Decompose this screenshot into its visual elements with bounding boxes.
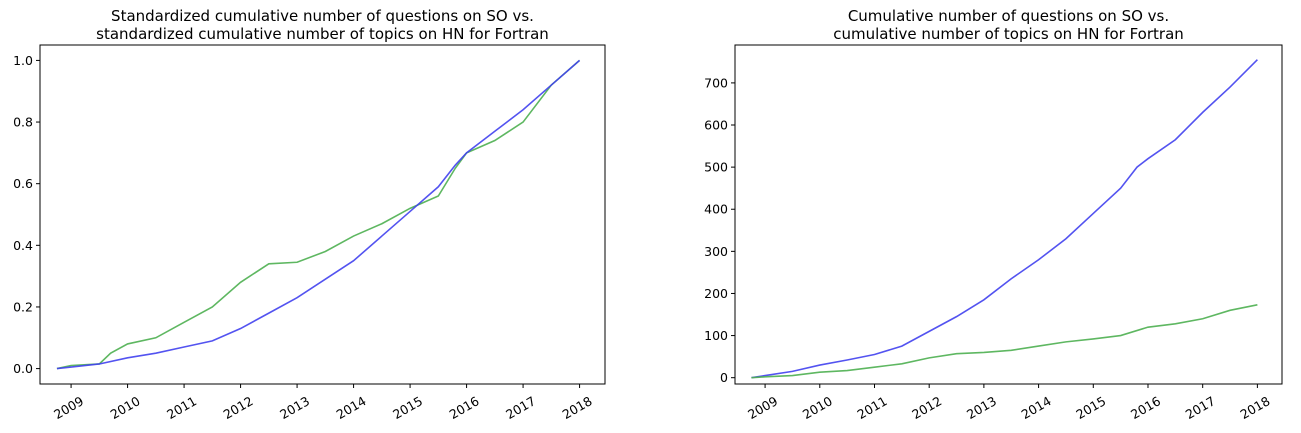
x-tick-label: 2010 — [108, 393, 143, 422]
x-tick-label: 2016 — [447, 393, 482, 422]
y-tick-label: 200 — [704, 286, 728, 301]
x-tick-label: 2018 — [560, 393, 595, 422]
x-tick-label: 2012 — [221, 393, 256, 422]
series-line-0 — [751, 59, 1258, 379]
x-tick-label: 2017 — [503, 393, 538, 422]
y-tick-label: 500 — [704, 160, 728, 175]
x-tick-label: 2015 — [1073, 393, 1108, 422]
chart-panel-standardized: Standardized cumulative number of questi… — [13, 7, 606, 422]
x-tick-label: 2009 — [51, 393, 86, 422]
y-tick-label: 0.4 — [13, 238, 33, 253]
y-tick-label: 0.2 — [13, 299, 33, 314]
chart-title-line: Cumulative number of questions on SO vs. — [848, 7, 1169, 25]
y-tick-label: 0.0 — [13, 361, 33, 376]
x-tick-label: 2016 — [1128, 393, 1163, 422]
x-tick-label: 2010 — [800, 393, 835, 422]
y-tick-label: 0.8 — [13, 115, 33, 130]
series-line-1 — [56, 59, 581, 370]
y-tick-label: 0.6 — [13, 176, 33, 191]
series-line-1 — [751, 304, 1258, 379]
chart-panel-cumulative: Cumulative number of questions on SO vs.… — [704, 7, 1283, 422]
x-tick-label: 2014 — [334, 393, 369, 422]
x-tick-label: 2012 — [909, 393, 944, 422]
series-line-0 — [56, 59, 581, 370]
plot-frame — [734, 44, 1283, 385]
x-tick-label: 2009 — [745, 393, 780, 422]
x-tick-label: 2017 — [1183, 393, 1218, 422]
x-tick-label: 2011 — [855, 393, 890, 422]
x-tick-label: 2014 — [1019, 393, 1054, 422]
y-tick-label: 400 — [704, 202, 728, 217]
y-tick-label: 700 — [704, 75, 728, 90]
plot-frame — [39, 44, 606, 385]
y-tick-label: 300 — [704, 244, 728, 259]
x-tick-label: 2011 — [164, 393, 199, 422]
y-tick-label: 600 — [704, 118, 728, 133]
x-tick-label: 2013 — [277, 393, 312, 422]
chart-title-line: cumulative number of topics on HN for Fo… — [833, 25, 1184, 43]
x-tick-label: 2018 — [1237, 393, 1272, 422]
chart-title-line: standardized cumulative number of topics… — [96, 25, 549, 43]
y-tick-label: 100 — [704, 328, 728, 343]
y-tick-label: 0 — [720, 370, 728, 385]
x-tick-label: 2013 — [964, 393, 999, 422]
x-tick-label: 2015 — [390, 393, 425, 422]
chart-title-line: Standardized cumulative number of questi… — [111, 7, 534, 25]
y-tick-label: 1.0 — [13, 53, 33, 68]
